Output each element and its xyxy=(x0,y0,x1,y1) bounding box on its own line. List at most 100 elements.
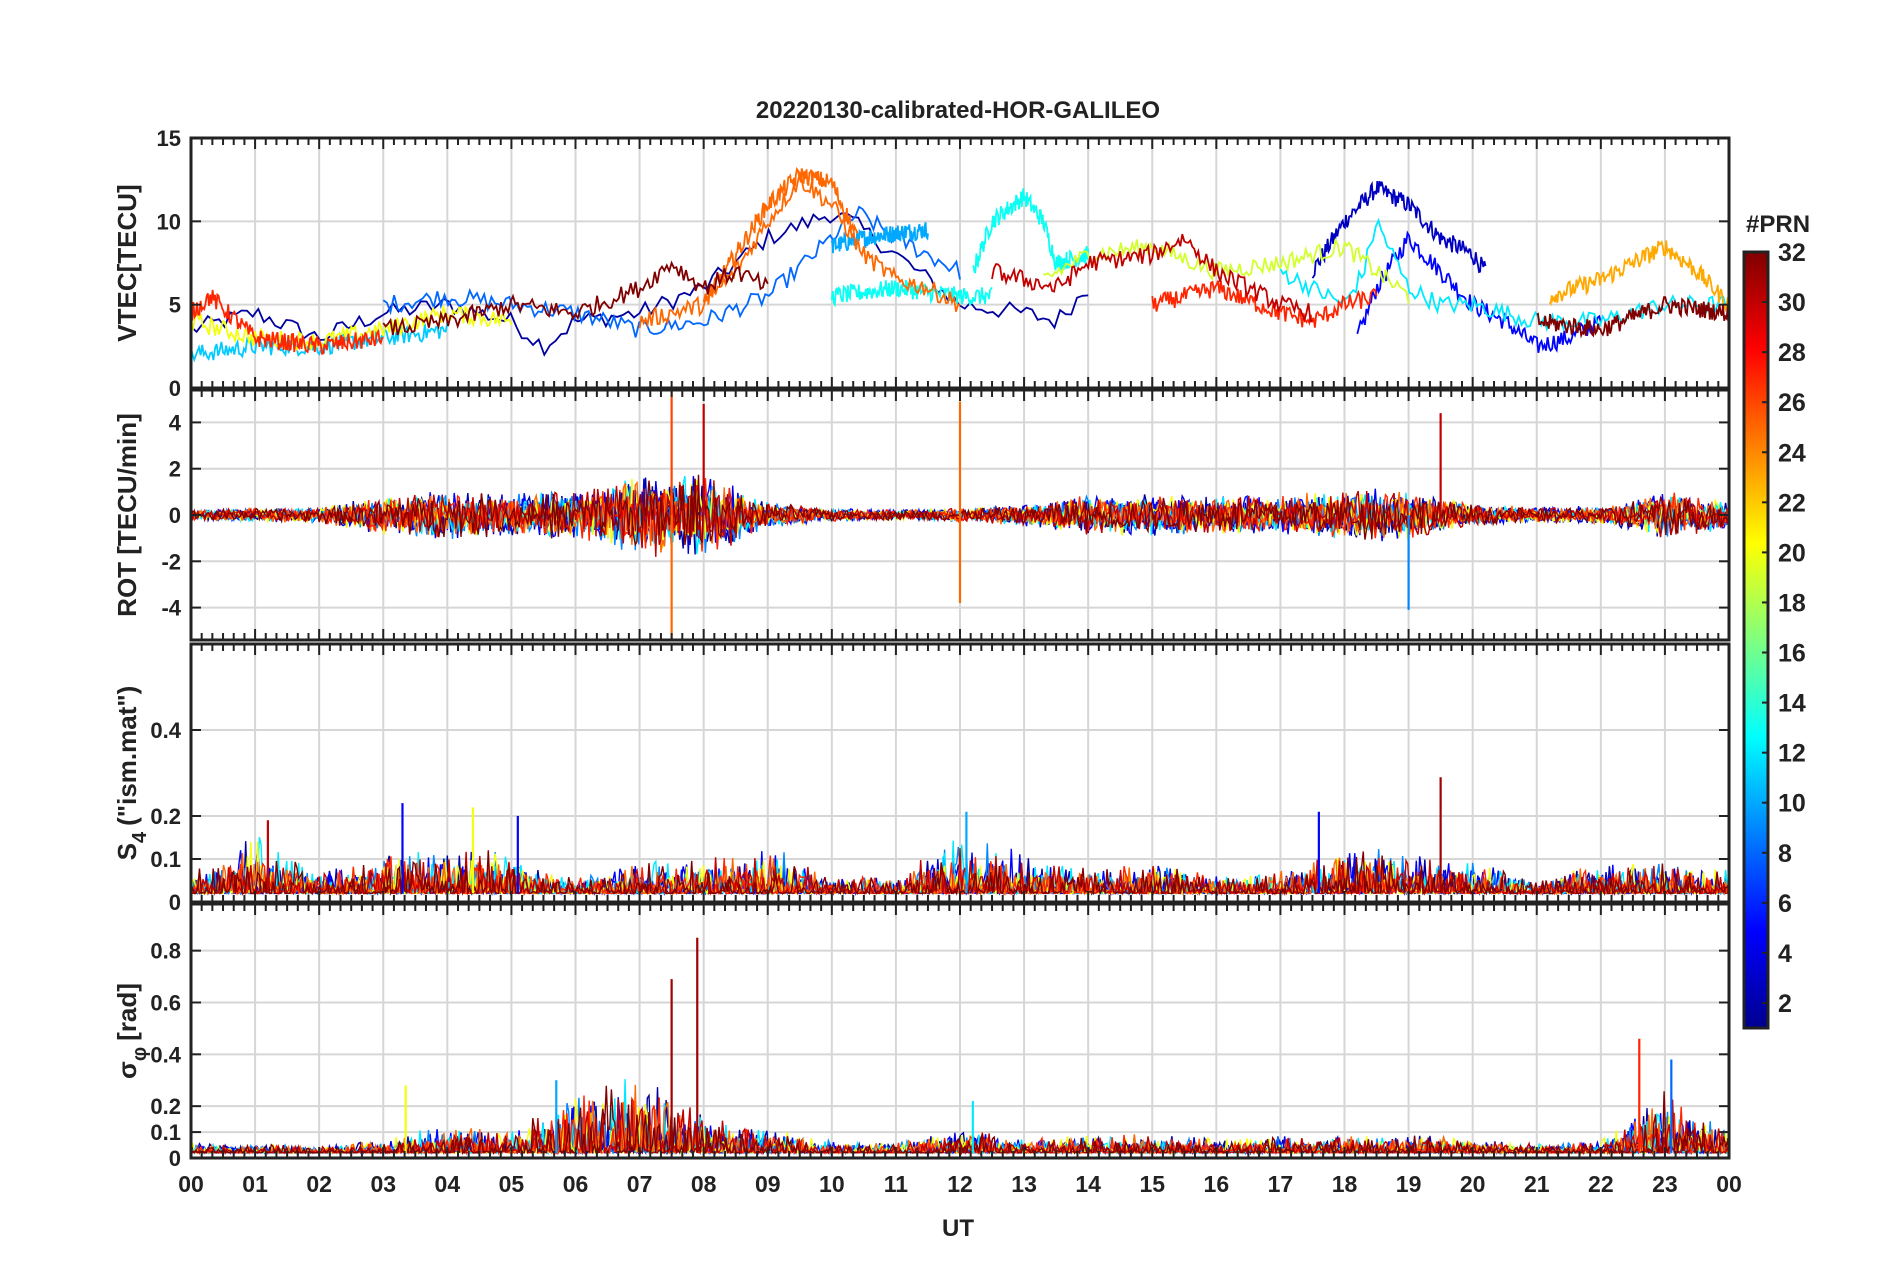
colorbar-tick-label: 22 xyxy=(1778,489,1806,517)
x-tick-label: 06 xyxy=(563,1171,589,1197)
series-group xyxy=(191,166,1729,363)
x-tick-label: 04 xyxy=(435,1171,461,1197)
x-tick-label: 20 xyxy=(1460,1171,1486,1197)
x-tick-label: 23 xyxy=(1652,1171,1678,1197)
x-tick-label: 17 xyxy=(1268,1171,1294,1197)
colorbar-tick-label: 26 xyxy=(1778,389,1806,417)
x-tick-label: 13 xyxy=(1011,1171,1037,1197)
series-line-prn-30 xyxy=(991,233,1313,323)
colorbar-tick-label: 4 xyxy=(1778,940,1792,968)
colorbar-tick-label: 6 xyxy=(1778,890,1792,918)
x-tick-label: 05 xyxy=(499,1171,525,1197)
series-line-prn-8 xyxy=(382,205,961,338)
colorbar-tick-label: 12 xyxy=(1778,740,1806,768)
series-line-prn-32 xyxy=(382,260,769,336)
x-tick-label: 02 xyxy=(306,1171,332,1197)
y-tick-label: 0 xyxy=(169,890,181,915)
x-tick-label: 09 xyxy=(755,1171,781,1197)
series-line-prn-10 xyxy=(830,222,929,254)
series-line-prn-3 xyxy=(1311,181,1487,279)
series-line-prn-25 xyxy=(638,170,961,329)
y-tick-label: 0 xyxy=(169,1146,181,1171)
y-label-sub: 4 xyxy=(129,831,151,843)
chart-title: 20220130-calibrated-HOR-GALILEO xyxy=(756,97,1160,124)
y-tick-label: 0.2 xyxy=(150,1094,181,1119)
series-group xyxy=(191,390,1729,640)
y-label-rest: ("ism.mat") xyxy=(112,686,142,826)
x-tick-label: 07 xyxy=(627,1171,653,1197)
x-axis-label: UT xyxy=(942,1215,974,1242)
x-tick-label: 00 xyxy=(178,1171,204,1197)
series-line-prn-32 xyxy=(1536,296,1729,339)
y-axis-label: ROT [TECU/min] xyxy=(112,413,142,617)
x-tick-label: 00 xyxy=(1716,1171,1742,1197)
x-tick-label: 19 xyxy=(1396,1171,1422,1197)
y-tick-label: 0.2 xyxy=(150,804,181,829)
colorbar-tick-label: 14 xyxy=(1778,690,1806,718)
y-tick-label: 10 xyxy=(157,209,181,234)
x-tick-label: 22 xyxy=(1588,1171,1614,1197)
colorbar-label: #PRN xyxy=(1746,211,1810,238)
y-tick-label: 0.1 xyxy=(150,1120,181,1145)
series-line-prn-23 xyxy=(1548,239,1729,313)
y-tick-label: 15 xyxy=(157,126,181,151)
y-tick-label: 0 xyxy=(169,503,181,528)
panel-sigma_phi: 00.10.2 0.4 0.6 0.8 00 01 02 03 04 05 06 07 08 09 10 11… xyxy=(112,902,1742,1197)
y-label-main: S xyxy=(112,843,142,860)
series-line-prn-5 xyxy=(1356,230,1602,354)
panel-s4: 0 0.1 0.2 0.4 S4 ("ism.mat") xyxy=(112,642,1731,915)
y-tick-label: 0.4 xyxy=(150,1042,181,1067)
x-tick-label: 21 xyxy=(1524,1171,1550,1197)
series-line-prn-13 xyxy=(830,280,993,308)
y-label-sub: φ xyxy=(129,1047,151,1061)
x-tick-label: 12 xyxy=(947,1171,973,1197)
colorbar-gradient xyxy=(1742,250,1770,1030)
y-tick-label: 0 xyxy=(169,376,181,401)
series-line-prn-27 xyxy=(191,289,384,355)
x-tick-label: 14 xyxy=(1075,1171,1101,1197)
colorbar-tick-label: 8 xyxy=(1778,840,1792,868)
series-line-prn-27 xyxy=(1151,280,1378,328)
colorbar-tick-label: 28 xyxy=(1778,339,1806,367)
series-line-prn-12 xyxy=(1279,217,1729,333)
series-line-prn-20 xyxy=(191,305,513,352)
colorbar-tick-label: 18 xyxy=(1778,589,1806,617)
y-tick-label: 2 xyxy=(169,457,181,482)
colorbar-tick-label: 30 xyxy=(1778,289,1806,317)
x-tick-label: 18 xyxy=(1332,1171,1358,1197)
y-tick-label: 5 xyxy=(169,293,181,318)
x-tick-label: 15 xyxy=(1139,1171,1165,1197)
x-tick-label: 16 xyxy=(1204,1171,1230,1197)
colorbar-tick-label: 10 xyxy=(1778,790,1806,818)
y-tick-label: -4 xyxy=(161,596,181,621)
x-tick-label: 03 xyxy=(370,1171,396,1197)
series-line-prn-2 xyxy=(191,212,1089,357)
x-tick-label: 11 xyxy=(884,1171,909,1197)
x-tick-label: 08 xyxy=(691,1171,717,1197)
y-axis-label: σφ [rad] xyxy=(112,983,151,1079)
axes-frame xyxy=(189,388,1731,642)
colorbar-tick-label: 16 xyxy=(1778,640,1806,668)
colorbar-tick-label: 32 xyxy=(1778,239,1806,267)
axes-frame xyxy=(189,136,1731,390)
x-tick-label: 01 xyxy=(242,1171,268,1197)
y-tick-label: 4 xyxy=(169,410,182,435)
x-tick-label: 10 xyxy=(819,1171,845,1197)
colorbar-tick-label: 2 xyxy=(1778,990,1792,1018)
colorbar-tick-label: 20 xyxy=(1778,539,1806,567)
y-label-main: σ xyxy=(112,1061,142,1079)
y-tick-label: 0.8 xyxy=(150,939,181,964)
y-tick-label: -2 xyxy=(161,549,181,574)
y-tick-label: 0.1 xyxy=(150,847,181,872)
panel-rot: -4 -2 0 2 4 ROT [TECU/min] xyxy=(112,388,1731,642)
colorbar-tick-label: 24 xyxy=(1778,439,1806,467)
y-tick-label: 0.4 xyxy=(150,718,181,743)
y-tick-label: 0.6 xyxy=(150,990,181,1015)
axes-frame xyxy=(189,902,1731,1160)
panel-vtec: 0 5 10 15 VTEC[TECU] xyxy=(112,126,1731,401)
y-label-rest: [rad] xyxy=(112,983,142,1041)
